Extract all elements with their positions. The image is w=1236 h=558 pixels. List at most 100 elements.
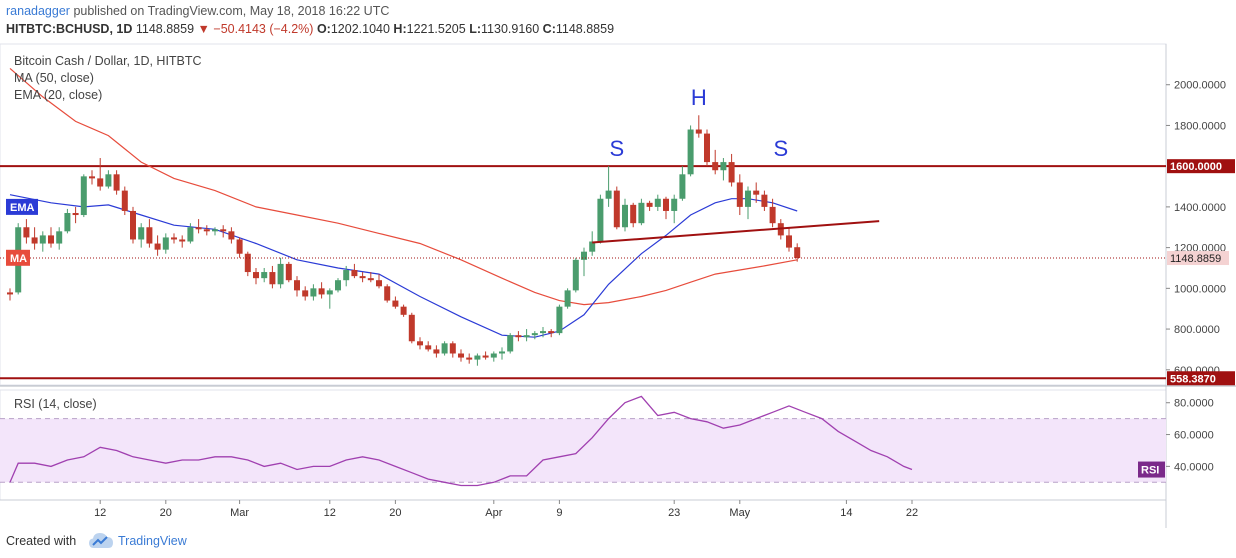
candle-body: [441, 343, 448, 354]
x-tick-label: 12: [94, 507, 106, 519]
symbol-label: HITBTC:BCHUSD, 1D: [6, 22, 133, 36]
candle-body: [384, 286, 391, 301]
publish-info: ranadagger published on TradingView.com,…: [6, 4, 389, 18]
ma50-line: [9, 67, 798, 306]
level-label-support: 558.3870: [1170, 373, 1216, 385]
rsi-y-tick-label: 40.0000: [1174, 461, 1214, 473]
candle-body: [490, 353, 497, 358]
candle-body: [753, 190, 760, 195]
candle-body: [179, 239, 186, 242]
candle-body: [548, 331, 555, 334]
candle-body: [310, 288, 317, 297]
candle-body: [663, 198, 669, 211]
badge-label-ema: EMA: [10, 202, 35, 214]
badge-ma: [6, 249, 30, 266]
candle-body: [581, 251, 587, 260]
open-value: 1202.1040: [330, 22, 390, 36]
candle-body: [162, 237, 169, 250]
candle-body: [646, 202, 653, 207]
level-label-resistance: 1600.0000: [1170, 161, 1222, 173]
candle-body: [449, 343, 456, 354]
high-label: H:: [393, 22, 407, 36]
rsi-y-tick-label: 60.0000: [1174, 430, 1214, 442]
candle-body: [285, 263, 292, 281]
candle-body: [195, 227, 202, 230]
candle-body: [72, 213, 79, 216]
publish-text: published on TradingView.com, May 18, 20…: [73, 4, 390, 18]
price-pane: [0, 43, 1167, 386]
candle-body: [228, 231, 235, 240]
pattern-annotation-h: H: [691, 85, 707, 110]
candle-body: [482, 355, 489, 358]
candle-body: [474, 355, 481, 360]
candle-body: [720, 162, 727, 171]
candle-body: [326, 290, 333, 295]
change-text: −50.4143 (−4.2%): [213, 22, 314, 36]
candle-body: [425, 345, 432, 350]
candle-body: [56, 231, 63, 244]
candle-body: [712, 162, 719, 171]
candle-body: [695, 129, 702, 134]
candle-body: [466, 357, 473, 360]
candle-body: [294, 280, 300, 291]
candle-body: [572, 259, 579, 291]
candle-body: [458, 353, 464, 358]
rsi-legend: RSI (14, close): [14, 397, 97, 411]
candle-body: [113, 174, 120, 191]
candle-body: [638, 202, 645, 224]
candle-body: [540, 331, 546, 334]
candle-body: [236, 239, 243, 254]
low-label: L:: [469, 22, 482, 36]
candle-body: [203, 229, 210, 232]
rsi-badge-label: RSI: [1141, 465, 1159, 477]
candle-body: [302, 290, 309, 297]
candle-body: [769, 206, 776, 224]
candle-body: [433, 349, 440, 354]
candle-body: [89, 176, 95, 179]
candle-body: [261, 272, 268, 279]
candle-body: [130, 210, 136, 240]
candle-body: [7, 292, 13, 295]
candle-body: [761, 194, 768, 207]
price-chart[interactable]: 2000.00001800.00001400.00001200.00001000…: [0, 0, 1236, 528]
candle-body: [277, 263, 284, 285]
candle-body: [31, 237, 38, 244]
candle-body: [630, 204, 637, 224]
x-tick-label: 12: [324, 507, 336, 519]
pattern-annotation-s: S: [773, 136, 788, 161]
candle-body: [531, 333, 538, 336]
price-y-tick-label: 1000.0000: [1174, 283, 1226, 295]
indicator-legend: EMA (20, close): [14, 88, 102, 102]
candle-body: [146, 227, 153, 244]
candle-body: [417, 341, 423, 346]
x-tick-label: 20: [389, 507, 401, 519]
x-tick-label: 23: [668, 507, 680, 519]
rsi-y-tick-label: 80.0000: [1174, 398, 1214, 410]
candle-body: [343, 270, 350, 281]
tradingview-cloud-icon[interactable]: [88, 532, 114, 550]
candle-body: [523, 335, 530, 338]
last-price-label: 1148.8859: [1170, 253, 1221, 265]
chart-header: ranadagger published on TradingView.com,…: [0, 0, 1236, 44]
author-link[interactable]: ranadagger: [6, 4, 70, 18]
candle-body: [704, 133, 710, 163]
candle-body: [97, 178, 104, 187]
candle-body: [23, 227, 30, 238]
x-tick-label: 20: [160, 507, 172, 519]
x-tick-label: 22: [906, 507, 918, 519]
price-y-tick-label: 1400.0000: [1174, 202, 1226, 214]
level-tag-support: [1167, 371, 1235, 386]
x-tick-label: 14: [840, 507, 852, 519]
change-value: ▼ −50.4143 (−4.2%): [197, 22, 314, 36]
candle-body: [105, 174, 112, 187]
candle-body: [376, 280, 382, 287]
candle-body: [556, 306, 563, 334]
x-tick-label: Mar: [230, 507, 249, 519]
candle-body: [589, 241, 596, 252]
tradingview-brand[interactable]: TradingView: [118, 534, 187, 548]
candle-body: [171, 237, 177, 240]
candle-body: [728, 162, 735, 183]
candle-body: [507, 335, 514, 352]
candle-body: [515, 335, 522, 338]
high-value: 1221.5205: [406, 22, 466, 36]
